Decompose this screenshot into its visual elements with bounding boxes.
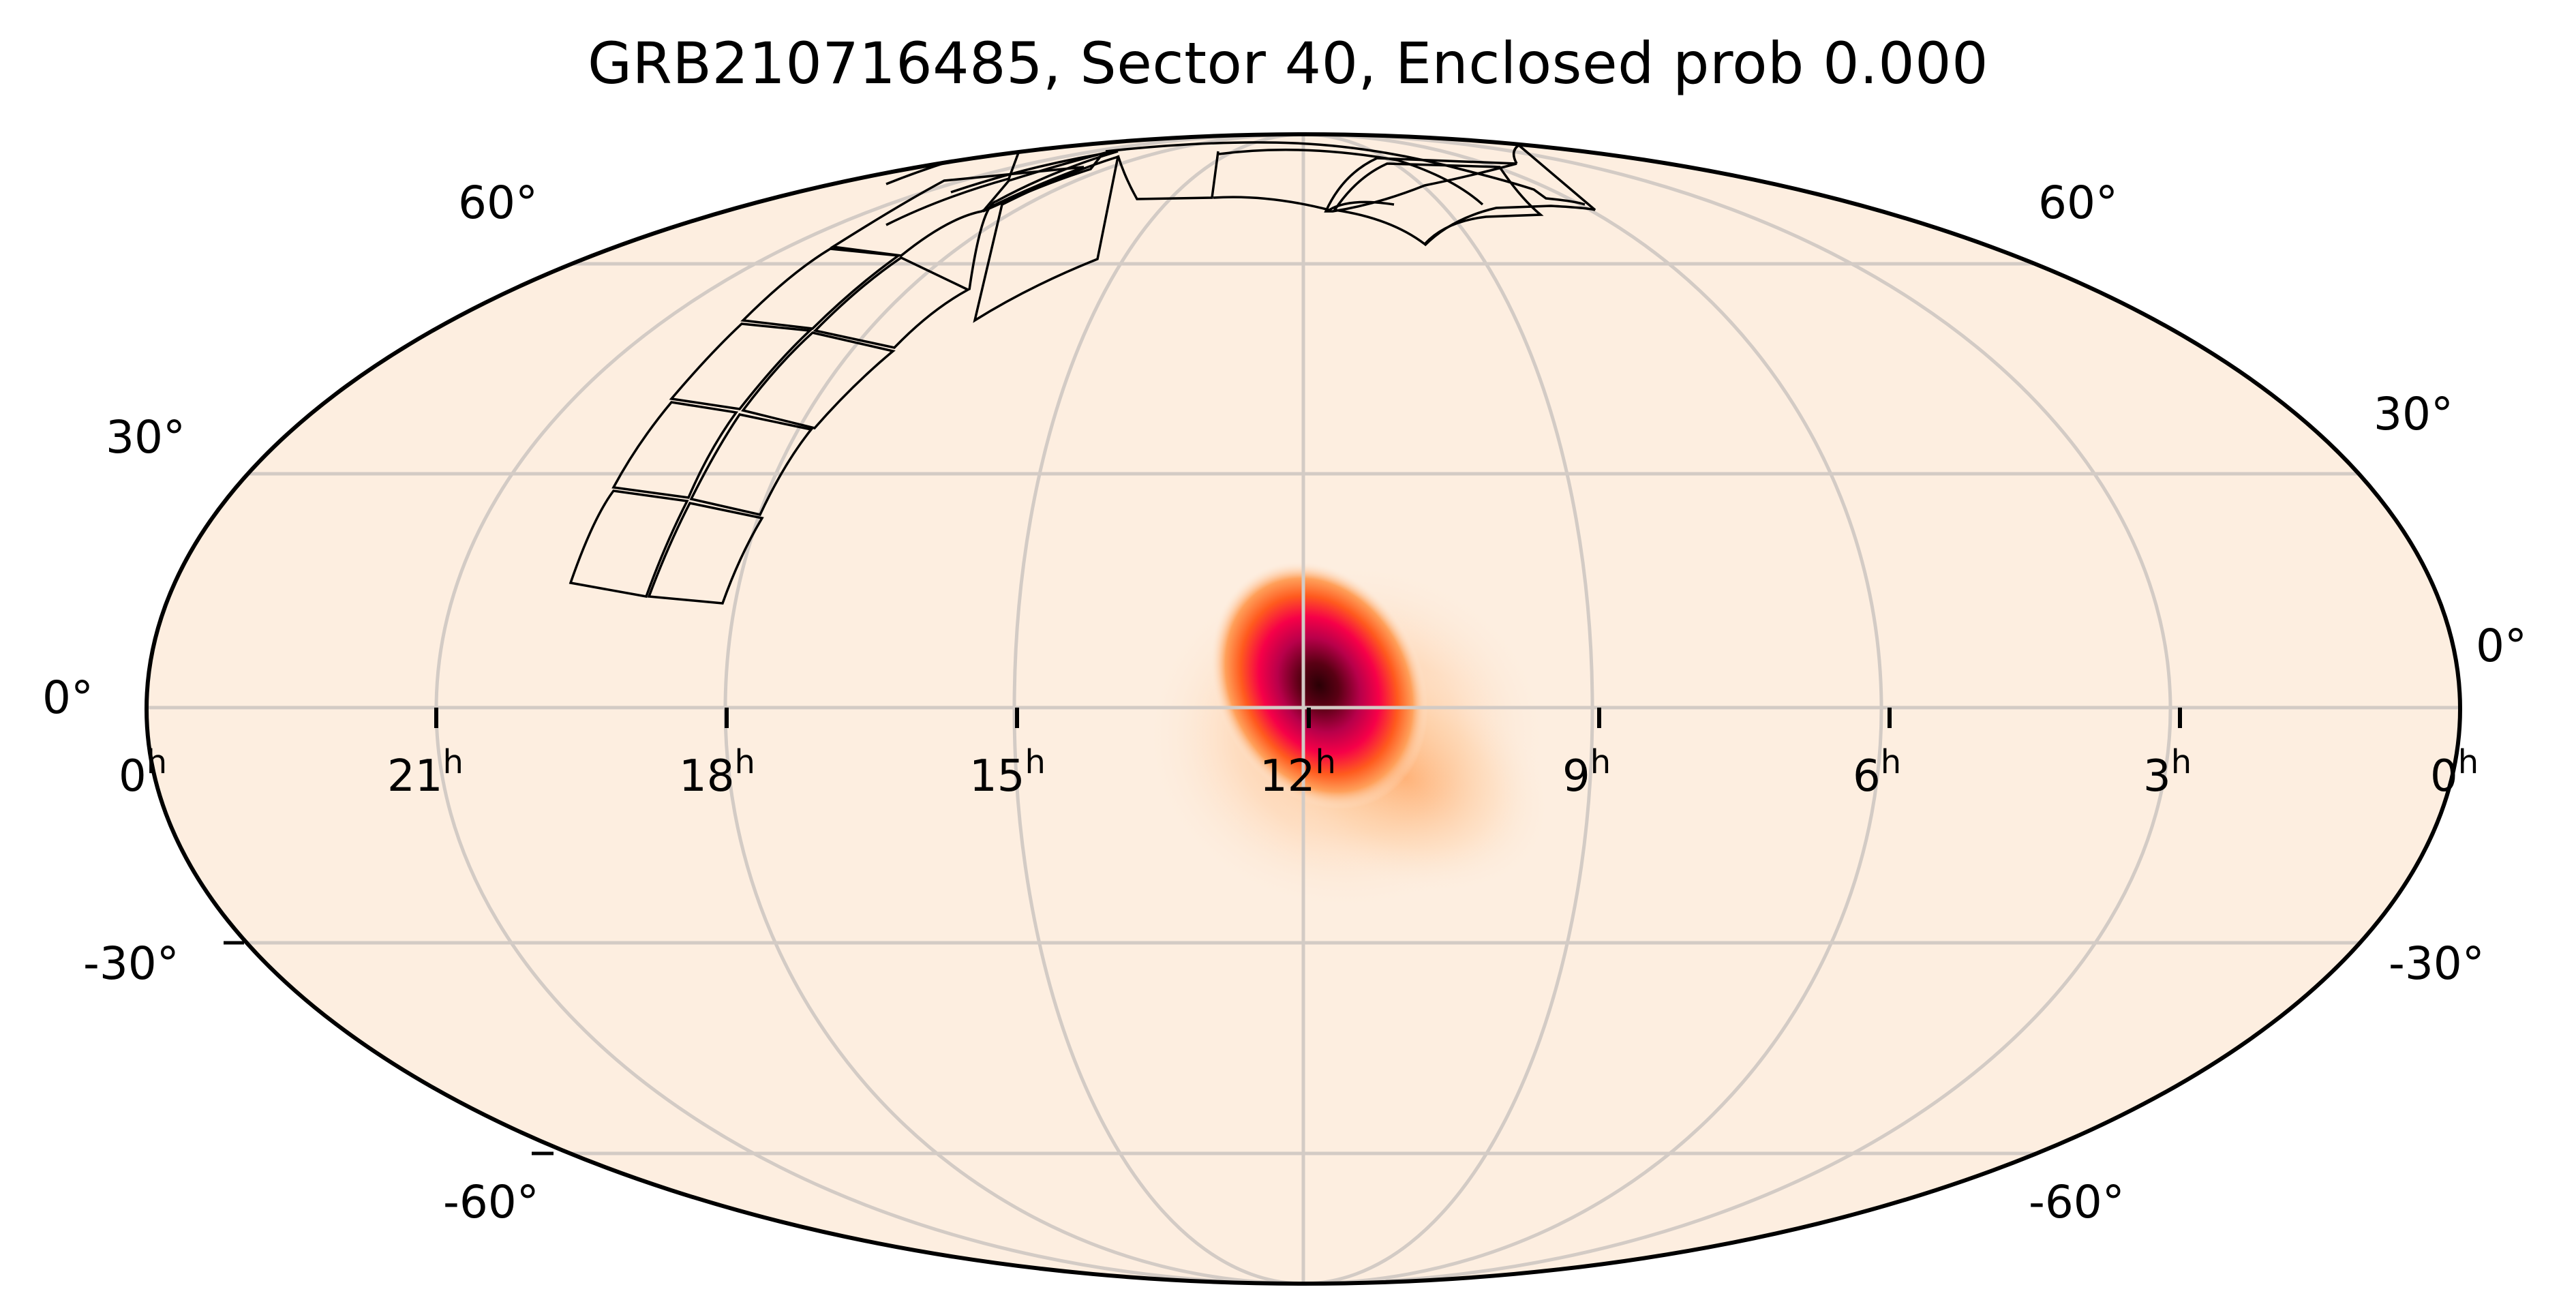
ra-label: 0h <box>2430 743 2479 802</box>
ra-label: 15h <box>969 743 1046 802</box>
dec-label: 30° <box>106 411 185 464</box>
dec-labels-right: 60° 30° 0° -30° -60° <box>2029 177 2527 1228</box>
chart-title: GRB210716485, Sector 40, Enclosed prob 0… <box>587 30 1989 97</box>
ra-ticks <box>434 708 2182 728</box>
dec-labels-left: 60° 30° 0° -30° -60° <box>42 177 539 1228</box>
dec-label: -60° <box>443 1176 539 1228</box>
probability-heatmap <box>1142 559 1554 913</box>
dec-label: 60° <box>2038 177 2118 229</box>
dec-label: -60° <box>2029 1176 2125 1228</box>
dec-label: 0° <box>2476 620 2527 672</box>
dec-label: 0° <box>42 671 93 724</box>
ra-labels: 0h 21h 18h 15h 12h 9h 6h 3h 0h <box>119 743 2479 802</box>
ra-label: 9h <box>1562 743 1611 802</box>
ra-label: 3h <box>2143 743 2192 802</box>
ra-label: 6h <box>1853 743 1901 802</box>
ra-label: 12h <box>1260 743 1336 802</box>
dec-label: -30° <box>83 937 179 990</box>
sky-boundary <box>145 132 2462 1286</box>
dec-label: 60° <box>458 177 538 229</box>
ra-label: 18h <box>679 743 755 802</box>
dec-label: 30° <box>2374 388 2453 440</box>
ra-label: 21h <box>387 743 464 802</box>
dec-label: -30° <box>2389 937 2485 990</box>
ra-label: 0h <box>119 743 167 802</box>
dec-ticks <box>224 941 554 1155</box>
sector-footprint <box>569 140 1596 605</box>
